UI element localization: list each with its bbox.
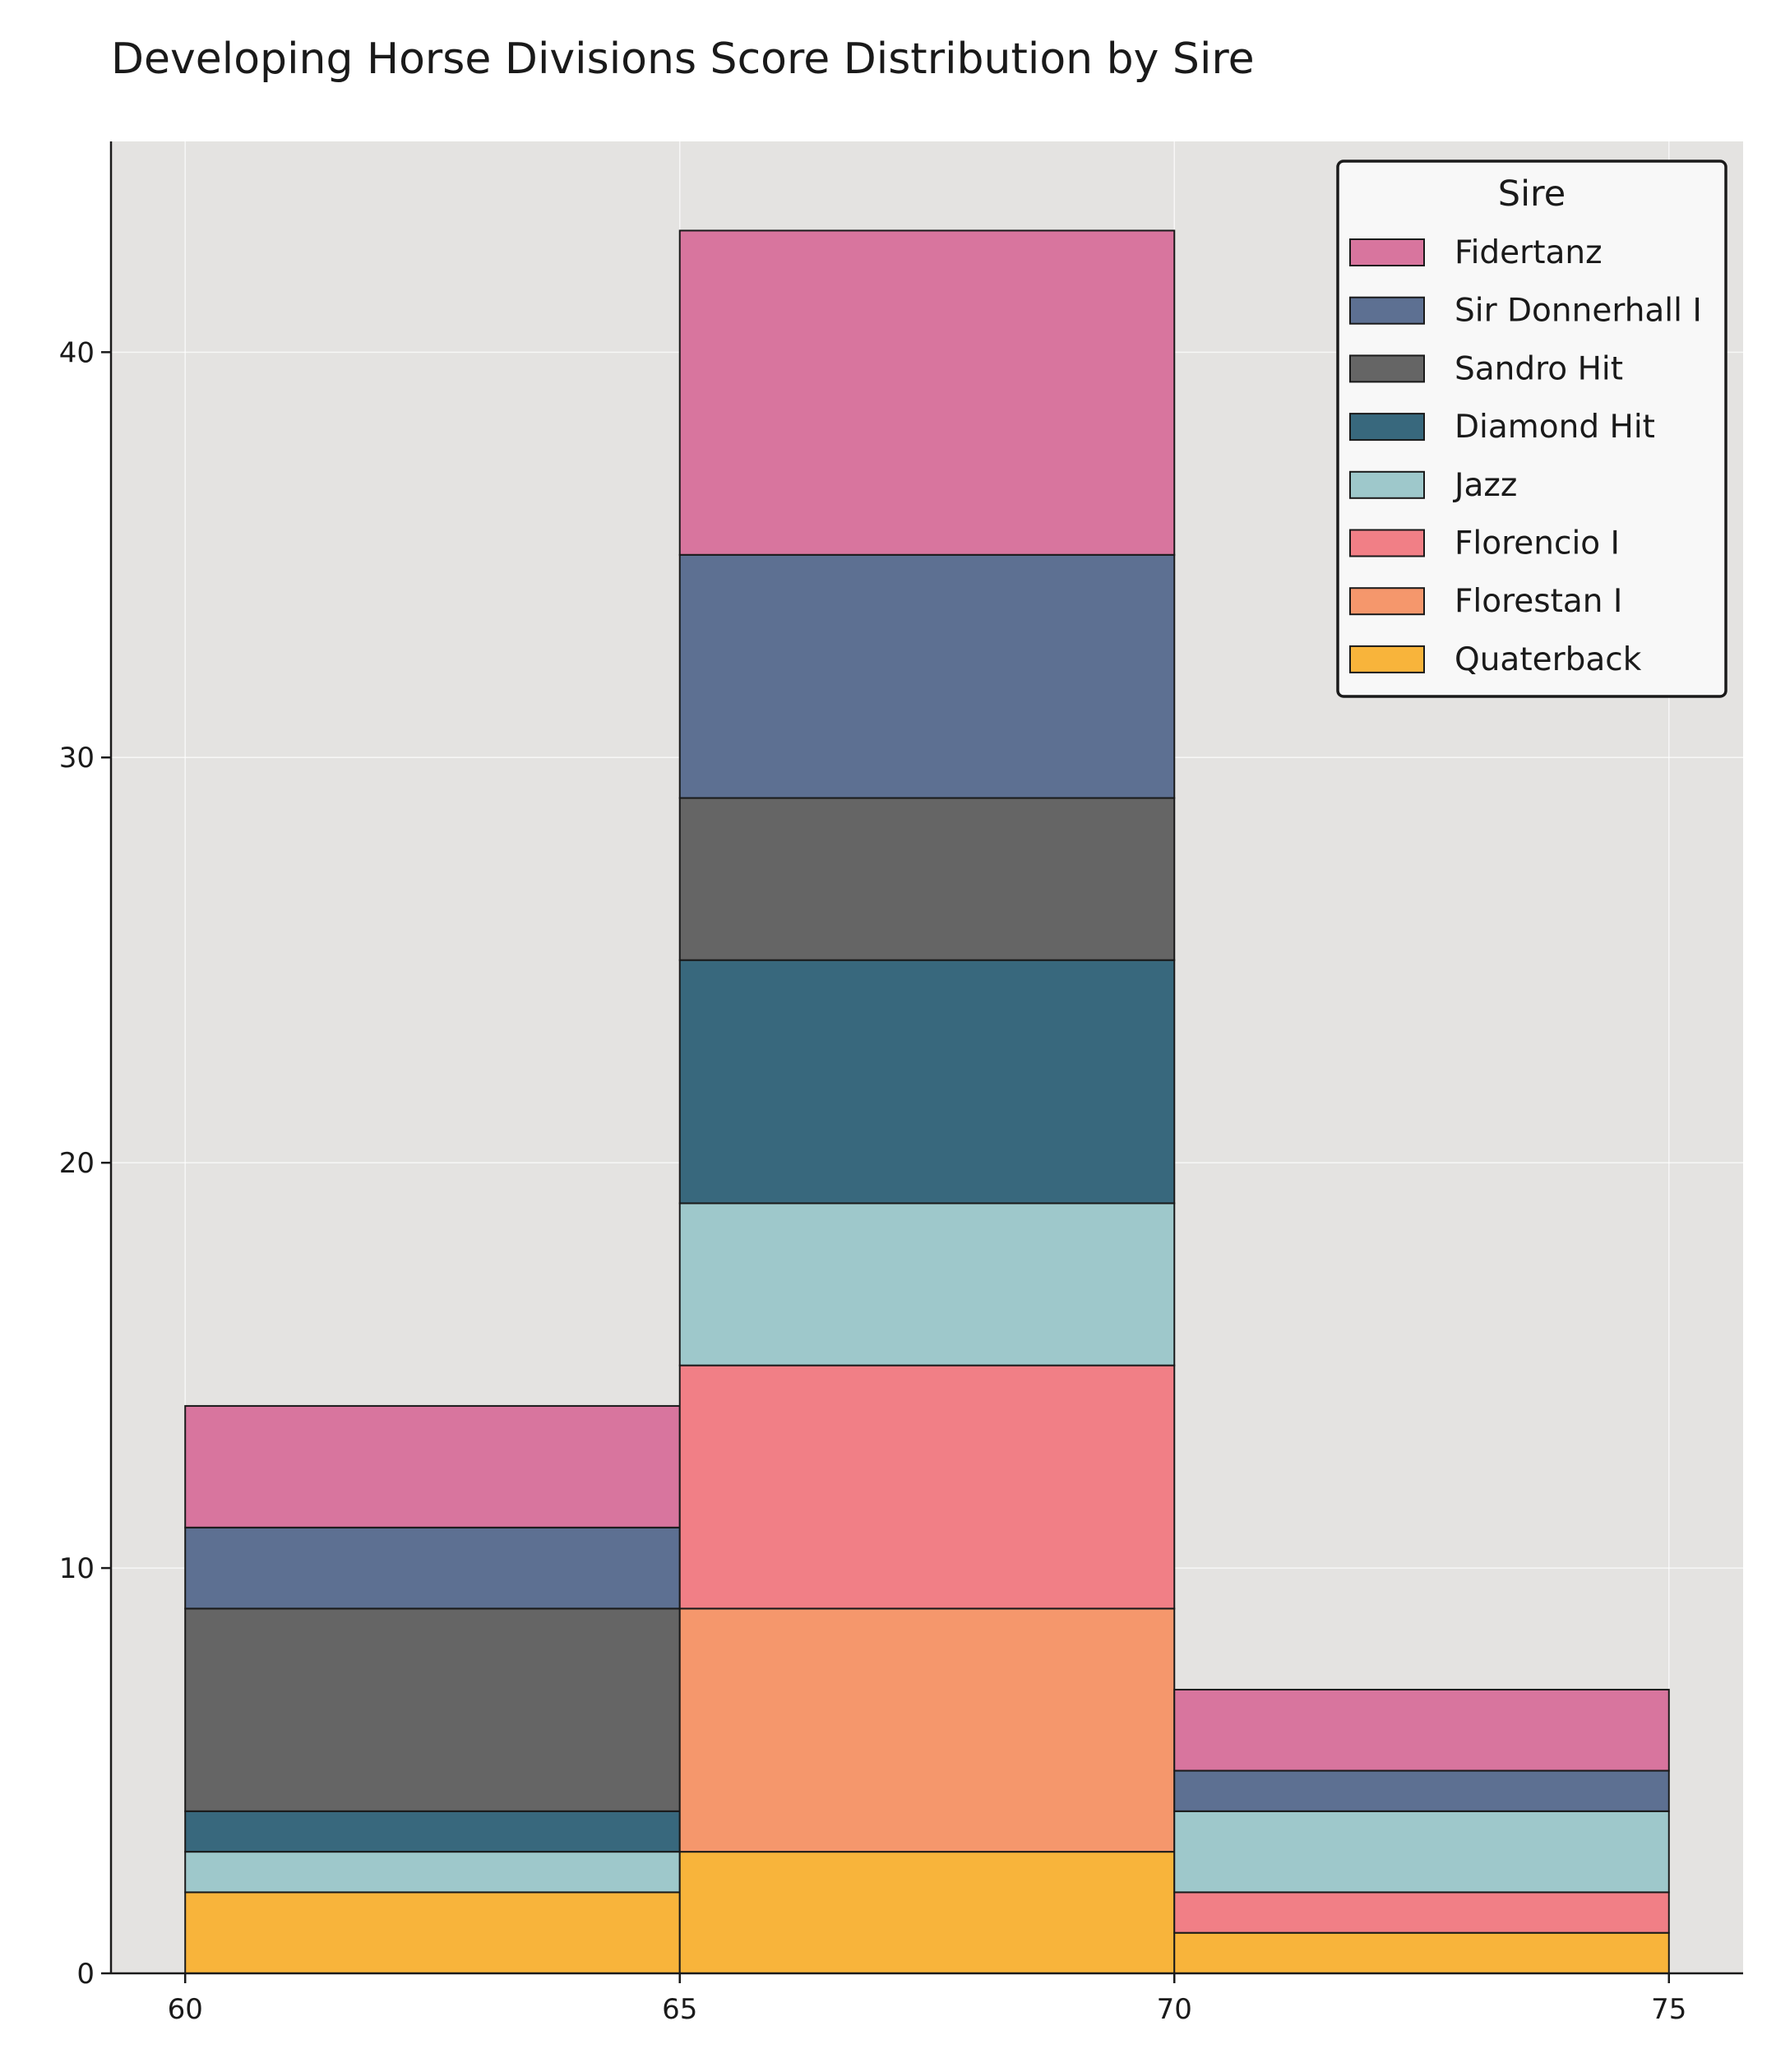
- bar-diamond-hit-bin-60: [184, 1810, 681, 1853]
- bar-jazz-bin-60: [184, 1851, 681, 1894]
- bar-quaterback-bin-65: [678, 1851, 1176, 1974]
- legend-swatch-diamond-hit: [1349, 413, 1425, 442]
- bar-jazz-bin-65: [678, 1202, 1176, 1367]
- bar-jazz-bin-70: [1173, 1810, 1670, 1894]
- y-tick-label: 40: [59, 336, 95, 369]
- bar-quaterback-bin-70: [1173, 1931, 1670, 1975]
- bar-sir-donnerhall-i-bin-60: [184, 1526, 681, 1610]
- bar-quaterback-bin-60: [184, 1891, 681, 1975]
- y-tick-label: 30: [59, 742, 95, 775]
- x-tick-label: 60: [168, 1993, 203, 2026]
- legend-label-florestan-i: Florestan I: [1455, 583, 1622, 620]
- legend-swatch-quaterback: [1349, 645, 1425, 673]
- x-tick-label: 70: [1157, 1993, 1192, 2026]
- y-tick-label: 0: [76, 1958, 95, 1991]
- bar-florestan-i-bin-65: [678, 1607, 1176, 1853]
- bar-florencio-i-bin-70: [1173, 1891, 1670, 1934]
- bar-diamond-hit-bin-65: [678, 959, 1176, 1205]
- legend-swatch-jazz: [1349, 470, 1425, 499]
- legend-label-florencio-i: Florencio I: [1455, 525, 1620, 562]
- bar-sandro-hit-bin-65: [678, 797, 1176, 961]
- legend-entries: Fidertanz Sir Donnerhall I Sandro Hit Diamo…: [1349, 234, 1702, 678]
- bar-sir-donnerhall-i-bin-65: [678, 553, 1176, 799]
- legend-title: Sire: [1498, 173, 1566, 215]
- bar-sir-donnerhall-i-bin-70: [1173, 1769, 1670, 1812]
- legend-box: [1336, 160, 1727, 698]
- legend-label-diamond-hit: Diamond Hit: [1455, 409, 1655, 446]
- legend-swatch-sir-donnerhall-i: [1349, 296, 1425, 325]
- x-tick-label: 65: [662, 1993, 697, 2026]
- bars-layer: [184, 229, 1670, 1975]
- bar-fidertanz-bin-60: [184, 1404, 681, 1529]
- x-tick-label: 75: [1651, 1993, 1686, 2026]
- chart-title: Developing Horse Divisions Score Distrib…: [111, 35, 1255, 84]
- bar-sandro-hit-bin-60: [184, 1607, 681, 1812]
- legend-label-quaterback: Quaterback: [1455, 641, 1642, 678]
- legend-swatch-sandro-hit: [1349, 354, 1425, 383]
- legend-label-sir-donnerhall-i: Sir Donnerhall I: [1455, 293, 1702, 330]
- legend-label-sandro-hit: Sandro Hit: [1455, 350, 1623, 387]
- y-tick-label: 20: [59, 1147, 95, 1180]
- bar-fidertanz-bin-65: [678, 229, 1176, 556]
- legend-swatch-florencio-i: [1349, 529, 1425, 557]
- legend: Sire Fidertanz Sir Donnerhall I Sandro Hit…: [1336, 160, 1727, 698]
- ticks-layer: 0 10 20 30 40 60 65 70 75: [59, 336, 1687, 2026]
- legend-swatch-fidertanz: [1349, 238, 1425, 266]
- y-tick-label: 10: [59, 1552, 95, 1585]
- axes-layer: [109, 141, 1743, 1975]
- legend-label-jazz: Jazz: [1452, 467, 1517, 504]
- bar-florencio-i-bin-65: [678, 1364, 1176, 1610]
- bar-fidertanz-bin-70: [1173, 1688, 1670, 1772]
- legend-label-fidertanz: Fidertanz: [1455, 234, 1603, 271]
- legend-swatch-florestan-i: [1349, 587, 1425, 616]
